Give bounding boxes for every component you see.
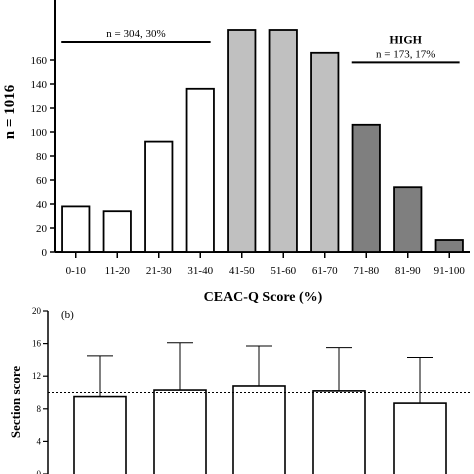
panel-b-y-tick-label: 4 [37,436,42,446]
panel-a-x-tick-label: 31-40 [187,265,213,277]
panel-a-y-tick-label: 100 [31,127,48,139]
panel-b-y-tick-label: 20 [32,306,42,316]
panel-a-bar [102,210,132,253]
panel-a-x-axis: 0-10 11-20 21-30 31-40 41-50 51-60 61-70 71-80 8… [66,252,466,277]
panel-b-y-axis-title: Section score [8,366,23,439]
panel-a-x-tick-label: 0-10 [66,265,87,277]
panel-a-x-tick-label: 21-30 [146,265,172,277]
panel-a-y-tick-label: 160 [31,55,48,67]
panel-a-bar [144,140,174,253]
panel-a-bar [434,239,464,253]
panel-b-y-axis: 0 4 8 12 16 20 [32,306,49,474]
panel-b-y-tick-label: 16 [32,339,42,349]
panel-a-bar [310,51,340,253]
panel-a-y-axis: 0 20 40 60 80 100 120 140 160 [31,0,470,259]
panel-b-y-tick-label: 8 [37,404,42,414]
panel-b-bar [232,385,286,474]
panel-a-x-tick-label: 11-20 [105,265,131,277]
panel-a-annotations: n = 304, 30% n = 173, 17% HIGH [61,28,460,64]
panel-b-bars [48,342,470,474]
panel-b-bar [312,390,366,474]
panel-a-y-tick-label: 60 [36,175,48,187]
panel-b-bar [73,395,127,474]
annotation-count: n = 173, 17% [376,48,435,60]
panel-a-bar [351,123,381,253]
panel-a-y-tick-label: 20 [36,223,48,235]
panel-a-y-tick-label: 40 [36,199,48,211]
panel-b-label: (b) [61,309,74,321]
panel-a-bar [185,87,215,253]
panel-a-bar [227,29,257,253]
panel-a-y-tick-label: 140 [31,79,48,91]
panel-a-bar-chart: 0 20 40 60 80 100 120 140 160 0-10 11-20 21-30 31-4… [2,0,470,305]
panel-a-x-tick-label: 91-100 [434,265,466,277]
panel-a-bar [268,29,298,253]
panel-a-y-tick-label: 0 [42,247,48,259]
panel-b-bar [393,402,447,474]
panel-a-x-axis-title: CEAC-Q Score (%) [204,290,323,305]
panel-a-bar [393,186,423,253]
panel-a-x-tick-label: 81-90 [395,265,421,277]
panel-a-y-tick-label: 80 [36,151,48,163]
panel-a-x-tick-label: 51-60 [270,265,296,277]
panel-a-y-tick-label: 120 [31,103,48,115]
panel-a-x-tick-label: 71-80 [353,265,379,277]
annotation-title: HIGH [389,32,422,46]
panel-a-bar [61,205,91,253]
panel-a-y-axis-title: n = 1016 [2,84,18,139]
annotation-count: n = 304, 30% [106,28,165,40]
panel-a-x-tick-label: 61-70 [312,265,338,277]
panel-b-y-tick-label: 0 [37,469,42,474]
panel-a-x-tick-label: 41-50 [229,265,255,277]
panel-b-bar-chart: (b) 0 4 8 12 16 20 Section score [8,306,470,474]
panel-a-bars [61,29,464,253]
panel-b-bar [153,389,207,474]
panel-b-y-tick-label: 12 [32,371,41,381]
